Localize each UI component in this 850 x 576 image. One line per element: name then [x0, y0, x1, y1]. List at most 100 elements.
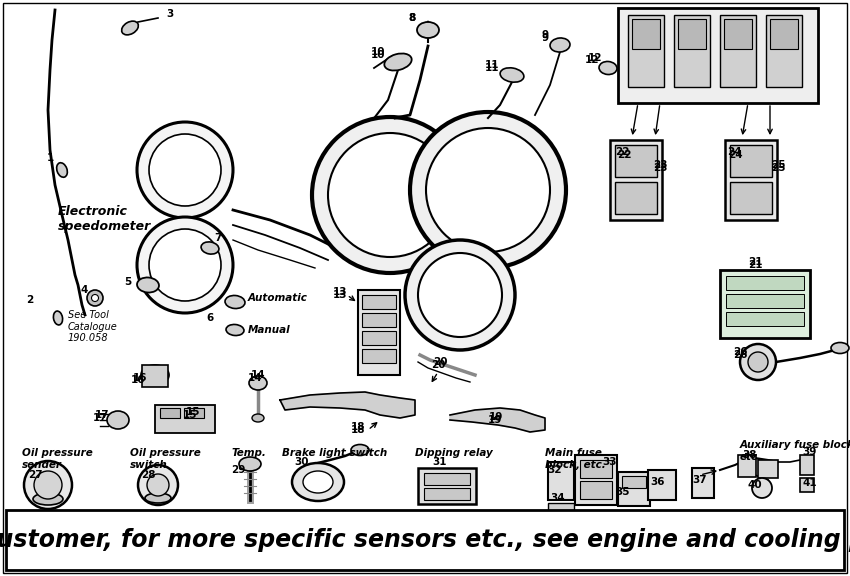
Circle shape — [312, 117, 468, 273]
Bar — [628, 15, 664, 87]
Text: 21: 21 — [748, 260, 762, 270]
Circle shape — [149, 229, 221, 301]
Text: 16: 16 — [131, 375, 145, 385]
Text: 31: 31 — [433, 457, 447, 467]
Text: 38: 38 — [743, 450, 757, 460]
Text: 33: 33 — [603, 457, 617, 467]
Text: Automatic: Automatic — [248, 293, 308, 303]
Text: 12: 12 — [585, 55, 599, 65]
Bar — [678, 19, 706, 49]
Bar — [758, 460, 778, 478]
Text: 8: 8 — [408, 13, 416, 23]
Circle shape — [740, 344, 776, 380]
Text: 17: 17 — [94, 410, 110, 420]
Bar — [362, 313, 396, 327]
Text: 9: 9 — [541, 30, 548, 40]
Bar — [726, 294, 804, 308]
Text: 17: 17 — [93, 413, 107, 423]
Bar — [362, 331, 396, 345]
Bar — [362, 349, 396, 363]
Bar — [730, 145, 772, 177]
Circle shape — [410, 112, 566, 268]
Circle shape — [147, 474, 169, 496]
Text: 23: 23 — [653, 160, 667, 170]
Bar — [548, 503, 574, 511]
Circle shape — [405, 240, 515, 350]
Bar — [580, 460, 612, 478]
Text: 26: 26 — [733, 347, 747, 357]
Ellipse shape — [417, 22, 439, 38]
Bar — [674, 15, 710, 87]
Text: Oil pressure
sender: Oil pressure sender — [22, 448, 93, 469]
Ellipse shape — [137, 278, 159, 293]
Text: 11: 11 — [484, 63, 499, 73]
Bar — [766, 15, 802, 87]
Circle shape — [137, 217, 233, 313]
Ellipse shape — [226, 324, 244, 336]
Text: 8: 8 — [408, 13, 416, 23]
Bar — [160, 408, 180, 418]
Text: 22: 22 — [615, 147, 629, 157]
Bar — [692, 468, 714, 498]
Text: 29: 29 — [231, 465, 245, 475]
Text: 10: 10 — [371, 50, 385, 60]
Bar — [725, 140, 777, 220]
Text: Dipping relay: Dipping relay — [415, 448, 493, 458]
Bar — [424, 488, 470, 500]
Text: 12: 12 — [587, 53, 603, 63]
Bar — [142, 365, 168, 387]
Circle shape — [748, 352, 768, 372]
Text: Auxiliary fuse block
etc.: Auxiliary fuse block etc. — [740, 440, 850, 461]
Ellipse shape — [292, 463, 344, 501]
Ellipse shape — [252, 414, 264, 422]
Bar — [720, 270, 810, 338]
Text: 1: 1 — [47, 153, 54, 163]
Text: 35: 35 — [615, 487, 630, 497]
Ellipse shape — [87, 290, 103, 306]
Bar — [738, 455, 756, 477]
Bar — [726, 312, 804, 326]
Circle shape — [149, 134, 221, 206]
Text: 30: 30 — [295, 457, 309, 467]
Text: 36: 36 — [651, 477, 666, 487]
Text: 4: 4 — [80, 285, 88, 295]
Text: 13: 13 — [332, 290, 348, 300]
Text: Dear customer, for more specific sensors etc., see engine and cooling pages!: Dear customer, for more specific sensors… — [0, 528, 850, 552]
Bar — [580, 481, 612, 499]
Text: 26: 26 — [733, 350, 747, 360]
Circle shape — [328, 133, 452, 257]
Ellipse shape — [107, 411, 129, 429]
Text: 20: 20 — [433, 357, 447, 367]
Text: 16: 16 — [133, 373, 147, 383]
Bar — [770, 19, 798, 49]
Text: See Tool
Catalogue
190.058: See Tool Catalogue 190.058 — [68, 310, 118, 343]
Text: 24: 24 — [728, 150, 742, 160]
Bar — [730, 182, 772, 214]
Ellipse shape — [550, 38, 570, 52]
Text: 15: 15 — [183, 410, 197, 420]
Text: 20: 20 — [431, 360, 445, 370]
Circle shape — [34, 471, 62, 499]
Bar — [724, 19, 752, 49]
Text: 14: 14 — [251, 370, 265, 380]
Ellipse shape — [500, 68, 524, 82]
Bar — [618, 8, 818, 103]
Text: 41: 41 — [802, 478, 818, 488]
Bar — [424, 473, 470, 485]
Text: 22: 22 — [617, 150, 632, 160]
Ellipse shape — [249, 376, 267, 390]
Text: 40: 40 — [748, 480, 762, 490]
Text: 19: 19 — [489, 412, 503, 422]
Ellipse shape — [384, 54, 411, 70]
Text: 18: 18 — [351, 425, 365, 435]
Text: 39: 39 — [802, 447, 817, 457]
Text: 19: 19 — [488, 415, 502, 425]
Bar — [184, 408, 204, 418]
Text: Main fuse
block, etc.: Main fuse block, etc. — [545, 448, 606, 469]
Bar — [622, 476, 646, 488]
Ellipse shape — [201, 242, 219, 254]
Text: Brake light switch: Brake light switch — [282, 448, 388, 458]
Bar — [155, 405, 215, 433]
Text: 2: 2 — [26, 295, 34, 305]
Circle shape — [752, 478, 772, 498]
